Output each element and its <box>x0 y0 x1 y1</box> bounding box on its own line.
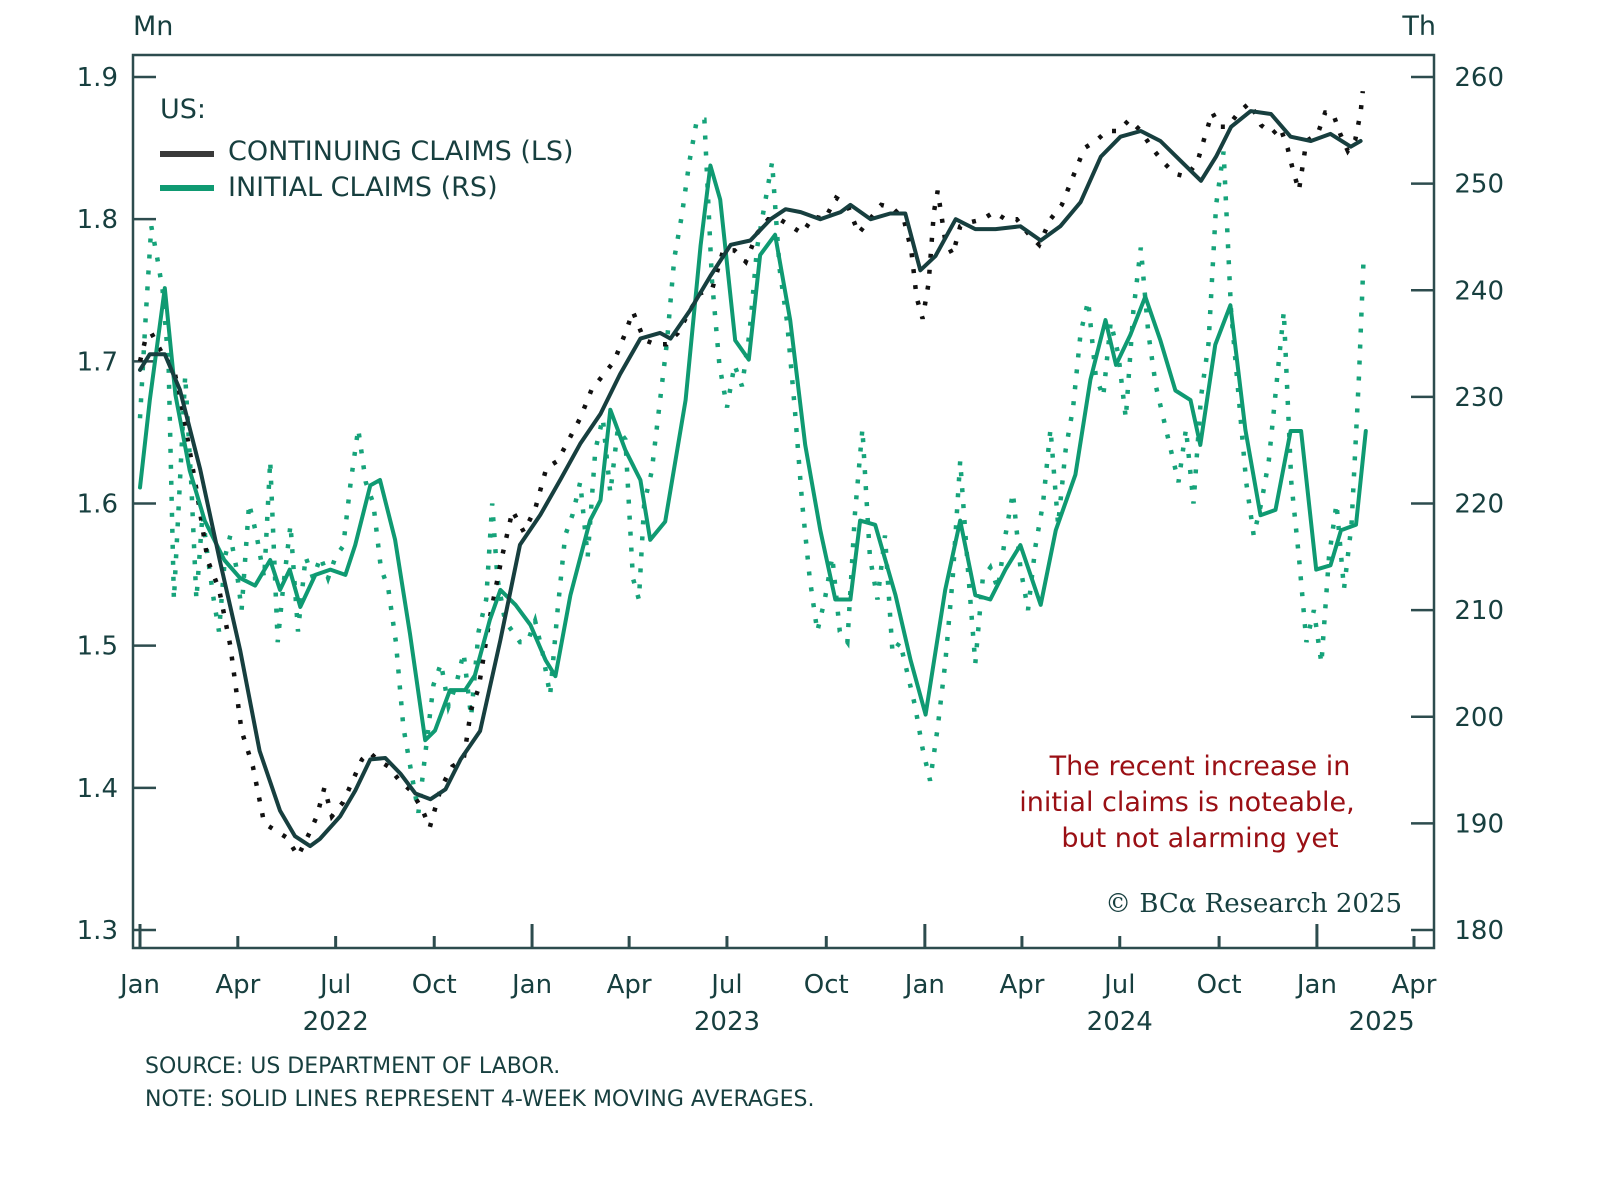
x-tick-label: Oct <box>804 970 849 1000</box>
x-tick-label: Jul <box>1102 970 1135 1000</box>
x-tick-label: Jan <box>903 970 945 1000</box>
source-note: SOURCE: US DEPARTMENT OF LABOR. <box>145 1054 560 1079</box>
annotation-line-3: but not alarming yet <box>1061 823 1338 854</box>
moving-average-note: NOTE: SOLID LINES REPRESENT 4-WEEK MOVIN… <box>145 1087 814 1112</box>
left-tick-label: 1.5 <box>77 632 118 662</box>
x-tick-label: Apr <box>1391 970 1436 1000</box>
right-tick-label: 190 <box>1454 809 1504 839</box>
right-tick-label: 250 <box>1454 170 1504 200</box>
x-tick-label: Apr <box>999 970 1044 1000</box>
x-tick-label: Oct <box>1197 970 1242 1000</box>
x-axis: Jan Apr Jul Oct Jan Apr Jul Oct Jan Apr Jul Oct Jan A… <box>118 924 1437 1037</box>
right-tick-label: 180 <box>1454 916 1504 946</box>
right-tick-label: 210 <box>1454 596 1504 626</box>
initial-claims-weekly-line <box>137 117 1366 814</box>
right-axis: 180 190 200 210 220 230 240 250 260 <box>1411 63 1504 946</box>
right-tick-label: 200 <box>1454 703 1504 733</box>
right-axis-unit: Th <box>1401 11 1436 42</box>
annotation-line-1: The recent increase in <box>1049 751 1351 782</box>
x-tick-label: Jul <box>318 970 351 1000</box>
left-axis: 1.3 1.4 1.5 1.6 1.7 1.8 1.9 <box>77 63 156 946</box>
left-tick-label: 1.4 <box>77 774 118 804</box>
continuing-claims-weekly-line <box>137 90 1366 861</box>
left-tick-label: 1.9 <box>77 63 118 93</box>
legend-label-continuing: CONTINUING CLAIMS (LS) <box>228 136 574 167</box>
x-year-label: 2023 <box>694 1007 760 1037</box>
annotation: The recent increase in initial claims is… <box>1019 751 1355 854</box>
continuing-claims-4-week-ma-line <box>138 109 1363 849</box>
left-tick-label: 1.8 <box>77 205 118 235</box>
legend: US: CONTINUING CLAIMS (LS) INITIAL CLAIM… <box>160 94 574 203</box>
initial-claims-4-week-ma-line <box>138 163 1368 743</box>
series-layer <box>137 90 1368 861</box>
x-tick-label: Jan <box>118 970 160 1000</box>
x-tick-label: Jul <box>709 970 742 1000</box>
x-year-label: 2025 <box>1349 1007 1415 1037</box>
annotation-line-2: initial claims is noteable, <box>1019 787 1355 818</box>
right-tick-label: 260 <box>1454 63 1504 93</box>
right-tick-label: 230 <box>1454 383 1504 413</box>
left-tick-label: 1.7 <box>77 347 118 377</box>
left-axis-unit: Mn <box>133 11 173 42</box>
copyright: © BCα Research 2025 <box>1105 889 1402 919</box>
legend-label-initial: INITIAL CLAIMS (RS) <box>228 172 498 203</box>
x-year-label: 2024 <box>1087 1007 1153 1037</box>
x-year-label: 2022 <box>303 1007 369 1037</box>
left-tick-label: 1.3 <box>77 916 118 946</box>
left-tick-label: 1.6 <box>77 490 118 520</box>
x-tick-label: Jan <box>510 970 552 1000</box>
right-tick-label: 220 <box>1454 490 1504 520</box>
right-tick-label: 240 <box>1454 276 1504 306</box>
x-tick-label: Apr <box>215 970 260 1000</box>
plot-frame <box>131 53 1436 950</box>
x-tick-label: Apr <box>607 970 652 1000</box>
x-tick-label: Oct <box>412 970 457 1000</box>
x-tick-label: Jan <box>1295 970 1337 1000</box>
legend-heading: US: <box>160 94 206 125</box>
